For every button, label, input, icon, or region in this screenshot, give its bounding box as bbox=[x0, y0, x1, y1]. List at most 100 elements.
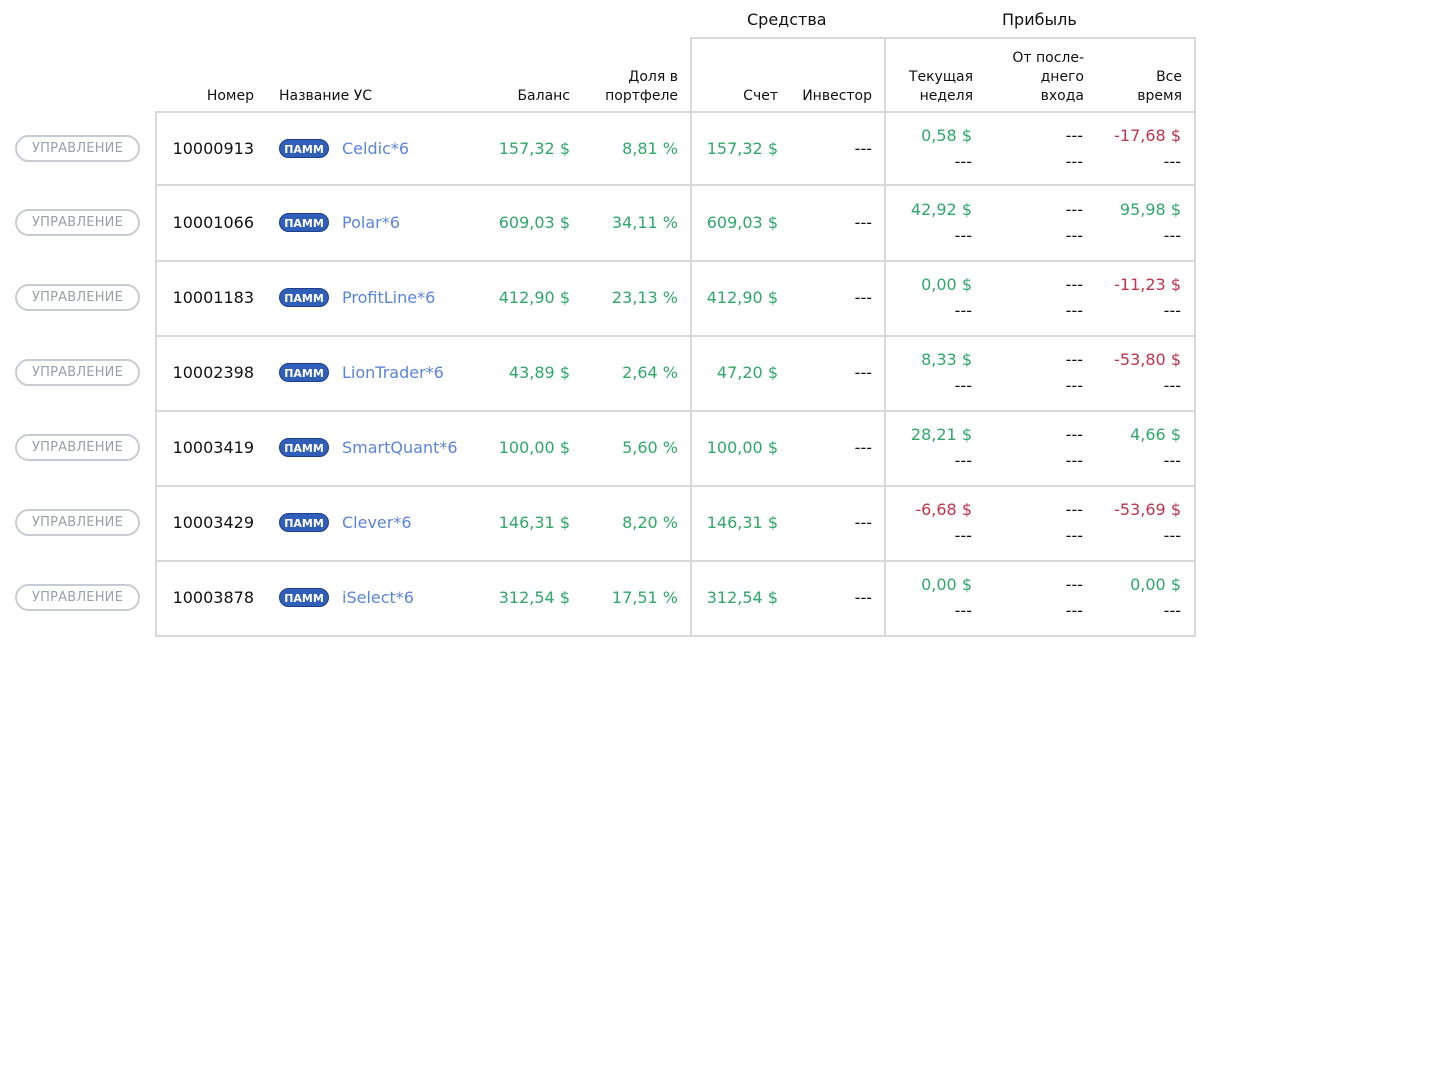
strategy-name-link[interactable]: LionTrader*6 bbox=[342, 363, 444, 382]
since-last-entry-profit: --- bbox=[1065, 126, 1083, 145]
since-last-entry-profit-secondary: --- bbox=[1065, 451, 1083, 470]
balance-value: 43,89 $ bbox=[508, 363, 570, 382]
account-funds-value: 47,20 $ bbox=[716, 363, 778, 382]
header-share: Доля в портфеле bbox=[578, 68, 678, 106]
header-last-line3: входа bbox=[1040, 88, 1084, 104]
header-all-time: Все время bbox=[1090, 68, 1182, 106]
all-time-profit: 95,98 $ bbox=[1119, 200, 1181, 219]
pamm-badge: ПАММ bbox=[279, 213, 329, 232]
header-current-week: Текущая неделя bbox=[880, 68, 973, 106]
pamm-badge: ПАММ bbox=[279, 588, 329, 607]
strategy-name-link[interactable]: SmartQuant*6 bbox=[342, 438, 458, 457]
all-time-profit: 4,66 $ bbox=[1130, 425, 1181, 444]
current-week-profit-secondary: --- bbox=[954, 376, 972, 395]
row-divider bbox=[155, 485, 1196, 487]
header-week-line2: неделя bbox=[919, 88, 973, 104]
portfolio-share-value: 2,64 % bbox=[622, 363, 678, 382]
all-time-profit: -53,80 $ bbox=[1114, 350, 1181, 369]
manage-button[interactable]: УПРАВЛЕНИЕ bbox=[15, 359, 140, 386]
current-week-profit: -6,68 $ bbox=[915, 500, 972, 519]
account-funds-value: 412,90 $ bbox=[706, 288, 778, 307]
strategy-name-link[interactable]: ProfitLine*6 bbox=[342, 288, 436, 307]
current-week-profit-secondary: --- bbox=[954, 601, 972, 620]
portfolio-share-value: 8,20 % bbox=[622, 513, 678, 532]
balance-value: 312,54 $ bbox=[498, 588, 570, 607]
row-divider bbox=[155, 335, 1196, 337]
manage-button[interactable]: УПРАВЛЕНИЕ bbox=[15, 284, 140, 311]
header-investor: Инвестор bbox=[802, 88, 872, 104]
balance-value: 609,03 $ bbox=[498, 213, 570, 232]
portfolio-share-value: 5,60 % bbox=[622, 438, 678, 457]
current-week-profit-secondary: --- bbox=[954, 152, 972, 171]
all-time-profit-secondary: --- bbox=[1163, 152, 1181, 171]
all-time-profit: -11,23 $ bbox=[1114, 275, 1181, 294]
account-number: 10003878 bbox=[172, 588, 254, 607]
since-last-entry-profit-secondary: --- bbox=[1065, 376, 1083, 395]
current-week-profit: 8,33 $ bbox=[921, 350, 972, 369]
table-header-bottom-border bbox=[155, 111, 1196, 113]
current-week-profit: 0,00 $ bbox=[921, 575, 972, 594]
all-time-profit: -53,69 $ bbox=[1114, 500, 1181, 519]
investor-funds-value: --- bbox=[854, 213, 872, 232]
header-week-line1: Текущая bbox=[908, 69, 973, 85]
balance-value: 146,31 $ bbox=[498, 513, 570, 532]
pamm-badge: ПАММ bbox=[279, 139, 329, 158]
row-divider bbox=[155, 560, 1196, 562]
current-week-profit-secondary: --- bbox=[954, 226, 972, 245]
all-time-profit-secondary: --- bbox=[1163, 376, 1181, 395]
portfolio-share-value: 17,51 % bbox=[611, 588, 678, 607]
since-last-entry-profit: --- bbox=[1065, 350, 1083, 369]
since-last-entry-profit: --- bbox=[1065, 425, 1083, 444]
strategy-name-link[interactable]: Celdic*6 bbox=[342, 139, 410, 158]
row-divider bbox=[155, 184, 1196, 186]
since-last-entry-profit: --- bbox=[1065, 275, 1083, 294]
current-week-profit-secondary: --- bbox=[954, 301, 972, 320]
investor-funds-value: --- bbox=[854, 139, 872, 158]
manage-button[interactable]: УПРАВЛЕНИЕ bbox=[15, 135, 140, 162]
manage-button[interactable]: УПРАВЛЕНИЕ bbox=[15, 209, 140, 236]
funds-group-top-border bbox=[690, 37, 885, 39]
all-time-profit: -17,68 $ bbox=[1114, 126, 1181, 145]
strategy-name-link[interactable]: iSelect*6 bbox=[342, 588, 414, 607]
all-time-profit-secondary: --- bbox=[1163, 226, 1181, 245]
portfolio-share-value: 34,11 % bbox=[611, 213, 678, 232]
current-week-profit-secondary: --- bbox=[954, 451, 972, 470]
header-name: Название УС bbox=[279, 88, 373, 104]
investor-funds-value: --- bbox=[854, 288, 872, 307]
account-funds-value: 312,54 $ bbox=[706, 588, 778, 607]
since-last-entry-profit-secondary: --- bbox=[1065, 152, 1083, 171]
strategy-name-link[interactable]: Polar*6 bbox=[342, 213, 400, 232]
pamm-badge: ПАММ bbox=[279, 363, 329, 382]
header-all-line1: Все bbox=[1156, 69, 1182, 85]
row-divider bbox=[155, 635, 1196, 637]
investor-funds-value: --- bbox=[854, 588, 872, 607]
since-last-entry-profit-secondary: --- bbox=[1065, 601, 1083, 620]
pamm-badge: ПАММ bbox=[279, 288, 329, 307]
row-divider bbox=[155, 260, 1196, 262]
balance-value: 157,32 $ bbox=[498, 139, 570, 158]
investor-funds-value: --- bbox=[854, 438, 872, 457]
header-account: Счет bbox=[743, 88, 778, 104]
since-last-entry-profit-secondary: --- bbox=[1065, 301, 1083, 320]
account-number: 10002398 bbox=[172, 363, 254, 382]
current-week-profit: 28,21 $ bbox=[910, 425, 972, 444]
account-number: 10001066 bbox=[172, 213, 254, 232]
all-time-profit: 0,00 $ bbox=[1130, 575, 1181, 594]
strategy-name-link[interactable]: Clever*6 bbox=[342, 513, 412, 532]
current-week-profit: 42,92 $ bbox=[910, 200, 972, 219]
manage-button[interactable]: УПРАВЛЕНИЕ bbox=[15, 509, 140, 536]
manage-button[interactable]: УПРАВЛЕНИЕ bbox=[15, 434, 140, 461]
header-share-line1: Доля в bbox=[628, 69, 678, 85]
since-last-entry-profit-secondary: --- bbox=[1065, 226, 1083, 245]
account-funds-value: 157,32 $ bbox=[706, 139, 778, 158]
account-number: 10003419 bbox=[172, 438, 254, 457]
all-time-profit-secondary: --- bbox=[1163, 301, 1181, 320]
group-profit-title: Прибыль bbox=[1002, 10, 1077, 29]
manage-button[interactable]: УПРАВЛЕНИЕ bbox=[15, 584, 140, 611]
header-all-line2: время bbox=[1137, 88, 1182, 104]
investor-funds-value: --- bbox=[854, 513, 872, 532]
since-last-entry-profit-secondary: --- bbox=[1065, 526, 1083, 545]
account-number: 10000913 bbox=[172, 139, 254, 158]
all-time-profit-secondary: --- bbox=[1163, 526, 1181, 545]
header-number: Номер bbox=[206, 88, 254, 104]
